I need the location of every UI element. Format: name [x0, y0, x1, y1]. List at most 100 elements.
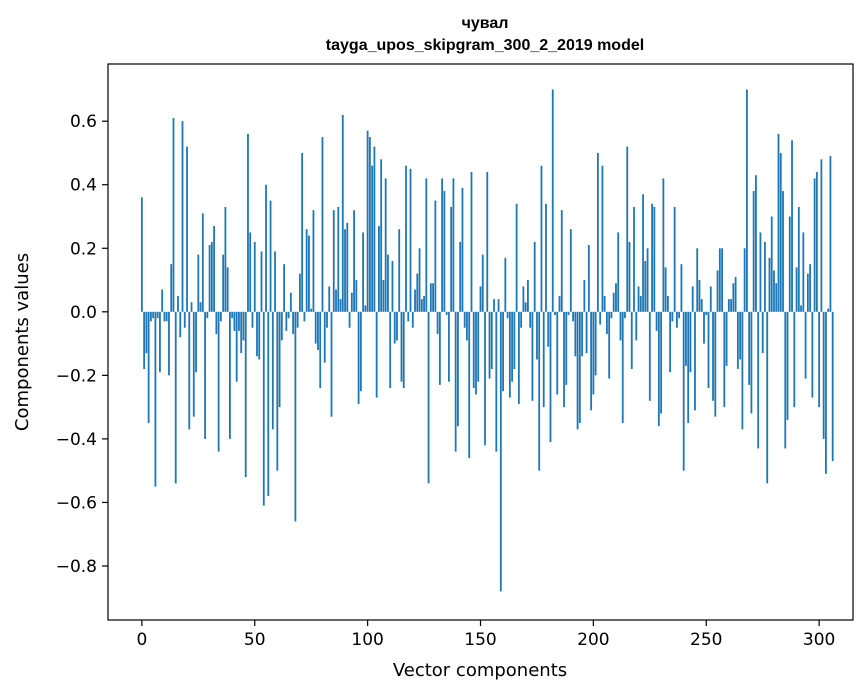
- bar-225: [648, 311, 651, 401]
- bar-222: [642, 194, 644, 312]
- bar-104: [375, 311, 378, 398]
- bar-91: [346, 222, 349, 312]
- bar-3: [147, 311, 150, 424]
- bar-92: [348, 311, 351, 328]
- bar-236: [673, 206, 676, 312]
- bar-223: [644, 260, 647, 312]
- bar-292: [800, 305, 802, 312]
- bar-179: [545, 203, 547, 312]
- bar-18: [181, 121, 184, 312]
- bar-261: [730, 299, 732, 312]
- bar-174: [533, 241, 536, 312]
- bar-14: [172, 118, 175, 312]
- bar-84: [330, 311, 333, 417]
- bar-8: [159, 311, 161, 373]
- bar-34: [217, 311, 220, 452]
- bar-242: [687, 311, 690, 424]
- bar-181: [549, 311, 552, 443]
- bar-289: [793, 311, 796, 408]
- bar-178: [542, 311, 545, 408]
- bar-113: [396, 311, 398, 341]
- bar-198: [587, 245, 590, 312]
- bar-64: [285, 311, 288, 331]
- bar-148: [475, 311, 477, 395]
- bar-97: [359, 311, 362, 392]
- bar-212: [619, 311, 622, 341]
- bar-193: [576, 311, 579, 430]
- bar-272: [755, 175, 757, 312]
- bar-275: [761, 311, 764, 354]
- bar-262: [732, 283, 735, 312]
- bar-33: [215, 311, 218, 335]
- bar-203: [599, 311, 602, 325]
- bar-68: [294, 311, 297, 522]
- axis-ticks: 0 50 100 150 200 250 300 −0.8 −0.6 −0.4 −0.2 0.0 0.2…: [56, 112, 836, 650]
- bar-9: [161, 289, 164, 312]
- bar-199: [590, 311, 593, 411]
- bar-81: [323, 311, 326, 363]
- bar-70: [298, 273, 301, 312]
- bar-267: [743, 248, 746, 312]
- bar-168: [520, 311, 523, 328]
- bar-16: [177, 295, 179, 312]
- y-tick-label-3: −0.2: [56, 366, 97, 386]
- bar-291: [797, 206, 800, 312]
- bar-107: [382, 280, 385, 312]
- bar-44: [240, 311, 243, 354]
- bar-293: [802, 232, 805, 312]
- bar-52: [258, 311, 261, 360]
- bar-55: [265, 184, 267, 312]
- bar-250: [705, 311, 708, 315]
- bar-282: [777, 133, 780, 312]
- x-tick-label-100: 100: [351, 630, 383, 650]
- bar-294: [804, 311, 807, 379]
- bar-123: [418, 248, 421, 312]
- bar-47: [247, 133, 249, 312]
- y-tick-label-5: 0.2: [70, 239, 97, 259]
- bar-73: [305, 229, 308, 312]
- bar-42: [235, 311, 238, 382]
- bar-301: [820, 159, 823, 312]
- bar-218: [633, 206, 635, 312]
- bar-116: [402, 311, 405, 389]
- bar-136: [447, 311, 450, 382]
- bar-150: [479, 286, 482, 312]
- bar-256: [718, 248, 721, 312]
- bar-299: [815, 172, 818, 312]
- bar-39: [229, 311, 231, 439]
- bar-246: [696, 248, 699, 312]
- bar-298: [813, 178, 816, 312]
- bar-230: [660, 311, 663, 414]
- bar-119: [409, 168, 412, 312]
- bar-269: [748, 311, 751, 385]
- bar-257: [721, 248, 723, 312]
- bar-300: [818, 311, 821, 408]
- y-tick-label-2: −0.4: [56, 430, 97, 450]
- y-tick-label-7: 0.6: [70, 112, 97, 132]
- bar-253: [712, 311, 714, 401]
- bar-258: [723, 311, 726, 408]
- bar-157: [495, 311, 498, 452]
- bar-100: [366, 130, 369, 312]
- bar-51: [256, 311, 258, 357]
- bar-209: [612, 292, 615, 312]
- bar-145: [468, 311, 471, 458]
- bar-231: [662, 178, 665, 312]
- bar-1: [143, 311, 146, 370]
- bar-184: [556, 311, 559, 395]
- bar-279: [770, 216, 773, 312]
- bar-99: [364, 305, 367, 312]
- bar-240: [682, 311, 685, 471]
- bar-283: [779, 152, 782, 312]
- bar-89: [341, 114, 344, 312]
- bar-172: [529, 311, 532, 328]
- bar-288: [791, 140, 793, 312]
- bar-85: [332, 210, 335, 312]
- bar-10: [163, 311, 166, 322]
- bar-2: [145, 311, 148, 354]
- bar-207: [608, 311, 611, 379]
- bar-206: [606, 311, 608, 335]
- bar-180: [547, 311, 550, 347]
- bar-280: [773, 270, 775, 312]
- bar-177: [540, 165, 543, 312]
